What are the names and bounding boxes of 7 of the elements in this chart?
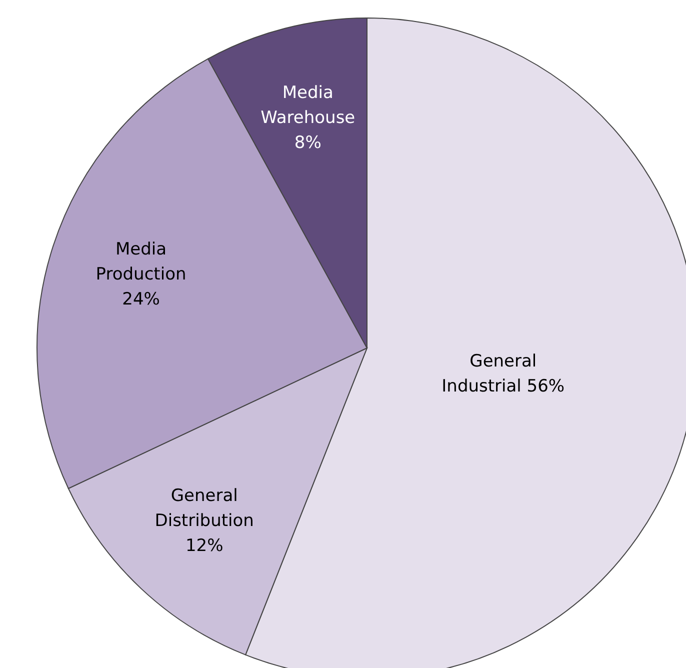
slice-label: General Distribution — [154, 486, 254, 532]
data-label: 24% — [122, 290, 160, 310]
slice-label: Media Production — [96, 240, 186, 285]
data-label: 12% — [185, 536, 224, 556]
data-label: 8% — [294, 132, 322, 153]
slice-label: Media Warehouse — [260, 82, 356, 128]
slice-label: General Industrial 56% — [442, 351, 565, 396]
